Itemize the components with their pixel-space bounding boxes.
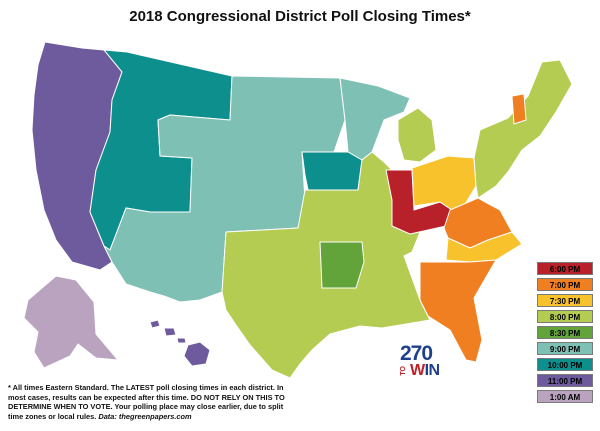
logo-to: TO <box>400 366 407 376</box>
region-plains <box>103 75 346 303</box>
region-vermont <box>511 93 527 125</box>
region-alaska <box>23 275 119 369</box>
legend-item: 9:00 PM <box>537 342 593 355</box>
legend-item: 8:30 PM <box>537 326 593 339</box>
270towin-logo: 270 TO WIN <box>400 342 448 382</box>
footnote-body: * All times Eastern Standard. The LATEST… <box>8 383 285 422</box>
region-upper-midwest-9pm <box>339 77 411 161</box>
region-arkansas <box>319 241 365 289</box>
logo-win: WIN <box>410 362 440 379</box>
legend-item: 6:00 PM <box>537 262 593 275</box>
legend-item: 10:00 PM <box>537 358 593 371</box>
region-iowa <box>301 151 363 191</box>
footnote-source: Data: thegreenpapers.com <box>98 412 192 422</box>
logo-number: 270 <box>400 342 433 365</box>
map-title: 2018 Congressional District Poll Closing… <box>129 8 471 25</box>
legend-item: 7:00 PM <box>537 278 593 291</box>
region-northeast <box>473 59 573 199</box>
region-ohio <box>411 155 477 211</box>
legend-item: 11:00 PM <box>537 374 593 387</box>
region-north-carolina <box>445 231 523 263</box>
footnote: * All times Eastern Standard. The LATEST… <box>8 383 298 422</box>
region-michigan <box>397 107 437 163</box>
region-hawaii-islands <box>149 319 187 344</box>
legend-item: 8:00 PM <box>537 310 593 323</box>
legend-item: 1:00 AM <box>537 390 593 403</box>
region-georgia-florida <box>419 259 497 363</box>
region-hawaii <box>183 341 211 367</box>
legend-item: 7:30 PM <box>537 294 593 307</box>
legend: 6:00 PM 7:00 PM 7:30 PM 8:00 PM 8:30 PM 9:00 … <box>537 262 593 406</box>
